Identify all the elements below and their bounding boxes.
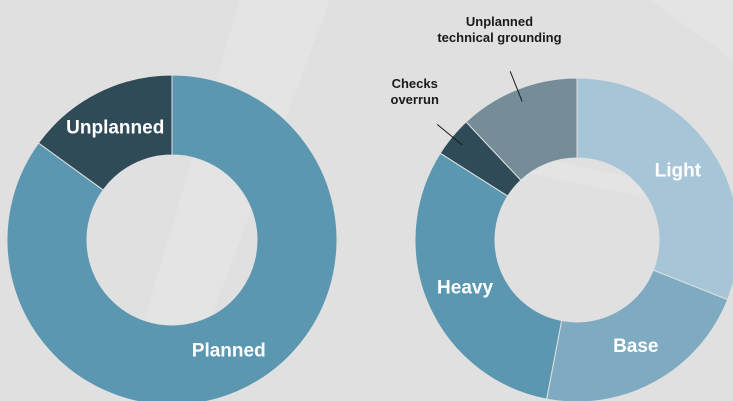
segment-label: Unplanned technical grounding (437, 14, 561, 45)
segment-label: Unplanned (66, 118, 164, 139)
segment-label: Base (613, 336, 658, 357)
donut-segment (6, 74, 338, 401)
donut-segment (37, 74, 173, 191)
donut-segment (414, 152, 563, 400)
segment-label: Heavy (437, 277, 493, 298)
segment-label: Light (655, 160, 702, 181)
donut-segment (465, 77, 578, 181)
leader-line (509, 71, 523, 102)
donut-segment (576, 77, 733, 301)
segment-label: Planned (192, 340, 266, 361)
leader-line (436, 123, 463, 146)
segment-label: Checks overrun (391, 76, 439, 107)
